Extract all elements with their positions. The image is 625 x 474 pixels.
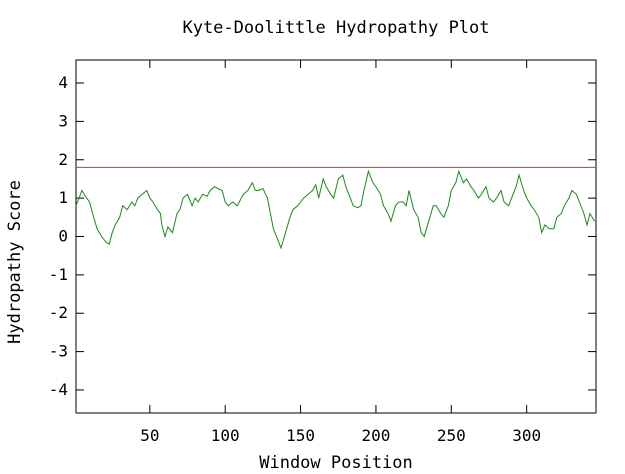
x-tick-label: 200 [361,426,390,445]
y-tick-label: 0 [58,227,68,246]
x-axis-ticks: 50 100 150 200 250 300 [140,60,541,445]
x-tick-label: 100 [211,426,240,445]
y-tick-label: 1 [58,188,68,207]
y-tick-label: 4 [58,73,68,92]
y-axis-ticks: 4 3 2 1 0 -1 -2 -3 -4 [49,73,596,399]
y-tick-label: -1 [49,265,68,284]
x-tick-label: 300 [512,426,541,445]
y-tick-label: 3 [58,111,68,130]
y-tick-label: -2 [49,303,68,322]
x-tick-label: 50 [140,426,159,445]
x-tick-label: 250 [437,426,466,445]
x-tick-label: 150 [286,426,315,445]
chart-title: Kyte-Doolittle Hydropathy Plot [182,18,489,38]
x-axis-label: Window Position [259,453,413,473]
y-tick-label: 2 [58,150,68,169]
plot-frame [75,59,597,414]
hydropathy-series-line [75,169,595,250]
y-axis-label: Hydropathy Score [5,180,25,344]
y-tick-label: -4 [49,380,68,399]
y-tick-label: -3 [49,342,68,361]
